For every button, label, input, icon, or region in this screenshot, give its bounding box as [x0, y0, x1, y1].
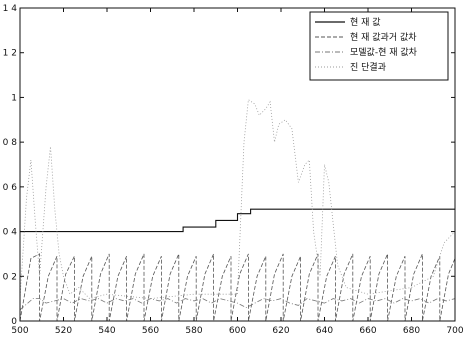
- series-line-1: [20, 208, 455, 233]
- x-tick-label: 580: [185, 326, 202, 336]
- x-tick-label: 560: [142, 326, 159, 336]
- y-tick-label: 0 2: [3, 272, 17, 282]
- x-tick-label: 520: [55, 326, 72, 336]
- legend-label-4: 진 단결과: [350, 62, 386, 73]
- x-tick-label: 540: [98, 326, 115, 336]
- y-tick-label: 1: [11, 93, 17, 103]
- legend-label-1: 현 재 값: [350, 16, 381, 28]
- series-layer: [19, 98, 456, 322]
- x-axis: 500 520 540 560 580 600 620 640 660 680 700: [11, 8, 464, 336]
- series-line-2: [19, 253, 456, 322]
- x-tick-label: 600: [229, 326, 246, 336]
- y-tick-label: 0 4: [3, 228, 18, 238]
- y-tick-label: 1 2: [3, 49, 17, 59]
- x-tick-label: 620: [272, 326, 289, 336]
- legend-label-2: 현 재 값과거 값차: [350, 31, 417, 43]
- series-line-3: [19, 298, 456, 311]
- y-tick-label: 0: [11, 317, 17, 327]
- legend-label-3: 모델값-현 재 값차: [350, 46, 418, 58]
- y-axis: 0 0 2 0 4 0 6 0 8 1 1 2 1 4: [3, 4, 455, 327]
- y-tick-label: 1 4: [3, 4, 18, 14]
- series-line-4: [19, 98, 456, 300]
- x-tick-label: 700: [446, 326, 463, 336]
- x-tick-label: 640: [316, 326, 333, 336]
- x-tick-label: 660: [359, 326, 376, 336]
- x-tick-label: 680: [403, 326, 420, 336]
- legend-box: [309, 11, 449, 81]
- y-tick-label: 0 8: [3, 138, 18, 148]
- x-tick-label: 500: [11, 326, 28, 336]
- y-tick-label: 0 6: [3, 183, 18, 193]
